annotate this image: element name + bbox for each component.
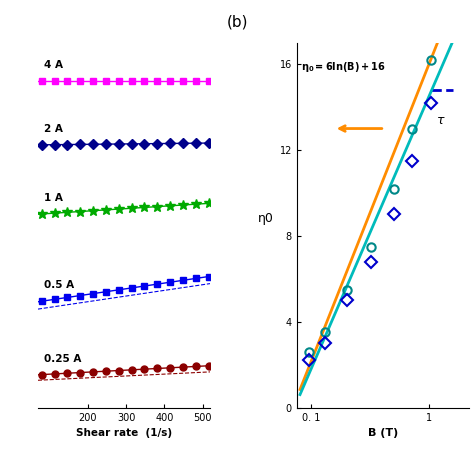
Text: 4 A: 4 A <box>44 60 63 70</box>
Text: $\tau$: $\tau$ <box>436 114 446 127</box>
X-axis label: Shear rate  (1/s): Shear rate (1/s) <box>76 428 172 438</box>
Y-axis label: η0: η0 <box>258 212 273 225</box>
Text: 2 A: 2 A <box>44 124 63 134</box>
X-axis label: B (T): B (T) <box>368 428 398 438</box>
Text: 1 A: 1 A <box>44 193 63 203</box>
Text: (b): (b) <box>226 14 248 29</box>
Text: 0.5 A: 0.5 A <box>44 280 74 290</box>
Text: 0.25 A: 0.25 A <box>44 354 81 364</box>
Text: $\mathbf{\eta_0=6ln(B)+16}$: $\mathbf{\eta_0=6ln(B)+16}$ <box>301 60 386 74</box>
